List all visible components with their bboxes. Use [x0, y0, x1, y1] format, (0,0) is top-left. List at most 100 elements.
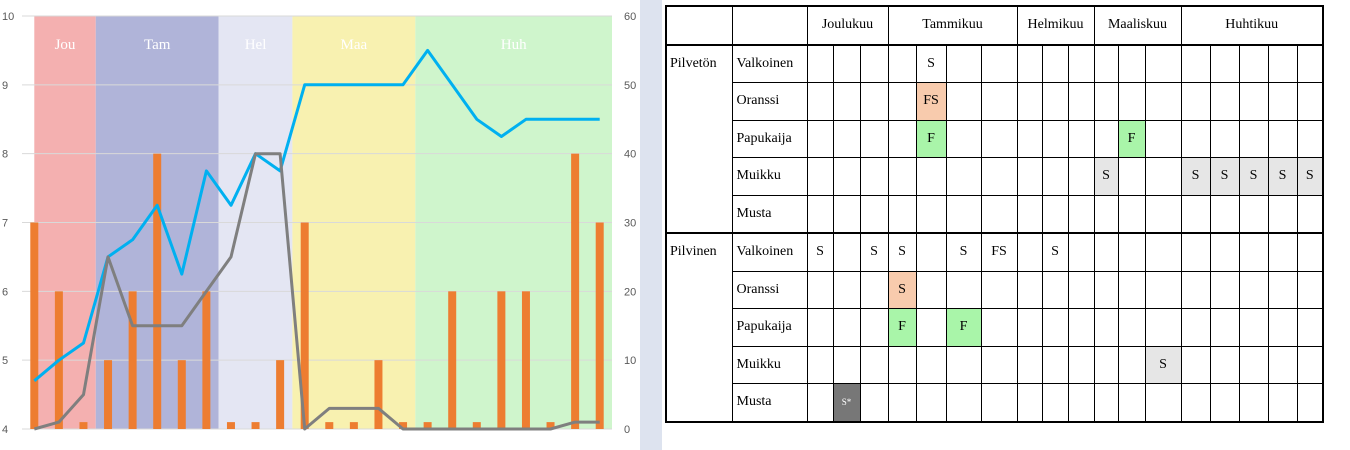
- table-row: Pilvetön Valkoinen S: [665, 43, 1324, 234]
- table-cell: [1016, 157, 1043, 196]
- row-label: Papukaija: [731, 119, 808, 158]
- table-cell: [806, 157, 834, 196]
- table-cell: [1041, 383, 1069, 422]
- table-cell: [832, 157, 861, 196]
- table-cell: [1067, 119, 1095, 158]
- table-cell: [980, 308, 1018, 347]
- table-cell: [1238, 383, 1269, 422]
- table-cell: [1093, 345, 1119, 384]
- table-cell: [1180, 270, 1211, 309]
- table-cell: [832, 345, 861, 384]
- table-row: Musta: [666, 194, 1324, 234]
- table-cell: [1144, 270, 1182, 309]
- table-cell: [1117, 270, 1146, 309]
- table-cell: [980, 119, 1018, 158]
- chart-panel: Jou Tam Hel Maa Huh 4 5 6 7 8 9 10 0 10 20 30 40 50 60: [0, 0, 640, 450]
- table-cell: [1041, 157, 1069, 196]
- table-cell: [1267, 43, 1298, 83]
- table-cell: [832, 270, 861, 309]
- table-cell: [980, 43, 1018, 83]
- row-label: Muikku: [731, 345, 808, 384]
- bar: [104, 360, 113, 429]
- table-cell: [806, 345, 834, 384]
- bar: [546, 422, 555, 429]
- table-cell: [1144, 232, 1182, 272]
- table-cell: [980, 270, 1018, 309]
- left-axis-tick: 7: [2, 218, 8, 230]
- corner-cell: [665, 5, 733, 45]
- table-cell: [1267, 270, 1298, 309]
- table-cell: [887, 194, 917, 234]
- table-cell: [915, 270, 947, 309]
- bar: [571, 153, 580, 429]
- month-header: Tammikuu: [887, 5, 1018, 45]
- table-cell: [806, 82, 834, 121]
- bar: [177, 360, 186, 429]
- table-cell: [1016, 82, 1043, 121]
- bar: [374, 360, 383, 429]
- table-cell: [1067, 270, 1095, 309]
- month-band-label: Tam: [144, 37, 171, 53]
- table-cell: S: [1296, 157, 1324, 196]
- table-cell: [915, 345, 947, 384]
- bar: [276, 360, 285, 429]
- table-cell: [1296, 119, 1324, 158]
- row-label: Musta: [731, 383, 808, 422]
- table-cell: [859, 270, 889, 309]
- month-header: Huhtikuu: [1180, 5, 1324, 45]
- table-cell: S: [1238, 157, 1269, 196]
- table-cell: [887, 119, 917, 158]
- table-cell: [945, 157, 982, 196]
- table-cell: [1067, 157, 1095, 196]
- group-label: Pilvinen: [665, 232, 733, 422]
- table-cell: [806, 43, 834, 83]
- table-cell: [1267, 383, 1298, 422]
- left-axis-tick: 5: [2, 355, 8, 367]
- table-cell: [1041, 345, 1069, 384]
- table-cell: [915, 194, 947, 234]
- table-cell: [1180, 119, 1211, 158]
- row-label: Oranssi: [731, 82, 808, 121]
- table-cell: [1041, 43, 1069, 83]
- table-cell: [1093, 119, 1119, 158]
- table-cell: S: [1144, 345, 1182, 384]
- bar: [153, 153, 162, 429]
- table-cell: [1209, 43, 1240, 83]
- table-cell: [1296, 232, 1324, 272]
- month-header: Maaliskuu: [1093, 5, 1182, 45]
- table-cell: [1180, 194, 1211, 234]
- table-cell: S*: [832, 383, 861, 422]
- bar: [128, 291, 137, 429]
- table-cell: [1117, 43, 1146, 83]
- table-cell: [1180, 82, 1211, 121]
- table-cell: [1093, 270, 1119, 309]
- table-cell: [1041, 194, 1069, 234]
- table-cell: [1016, 308, 1043, 347]
- table-cell: [1041, 270, 1069, 309]
- table-cell: [1296, 194, 1324, 234]
- left-axis-tick: 4: [2, 424, 8, 436]
- table-cell: [806, 270, 834, 309]
- table-cell: [1296, 345, 1324, 384]
- table-cell: [1238, 43, 1269, 83]
- table-cell: [1267, 232, 1298, 272]
- table-cell: [832, 194, 861, 234]
- left-axis-tick: 9: [2, 80, 8, 92]
- table-cell: [1041, 82, 1069, 121]
- month-header: Helmikuu: [1016, 5, 1095, 45]
- table-row: Muikku S S S S S S: [666, 157, 1324, 196]
- table-cell: [1144, 194, 1182, 234]
- table-cell: [1296, 383, 1324, 422]
- month-band-label: Huh: [501, 37, 527, 53]
- table-cell: [915, 232, 947, 272]
- table-cell: [980, 157, 1018, 196]
- table-cell: [859, 43, 889, 83]
- table-cell: [1238, 194, 1269, 234]
- table-cell: [1296, 270, 1324, 309]
- table-cell: [1117, 308, 1146, 347]
- table-cell: S: [945, 232, 982, 272]
- table-cell: [1144, 43, 1182, 83]
- table-cell: [806, 194, 834, 234]
- table-cell: F: [1117, 119, 1146, 158]
- month-header: Joulukuu: [806, 5, 889, 45]
